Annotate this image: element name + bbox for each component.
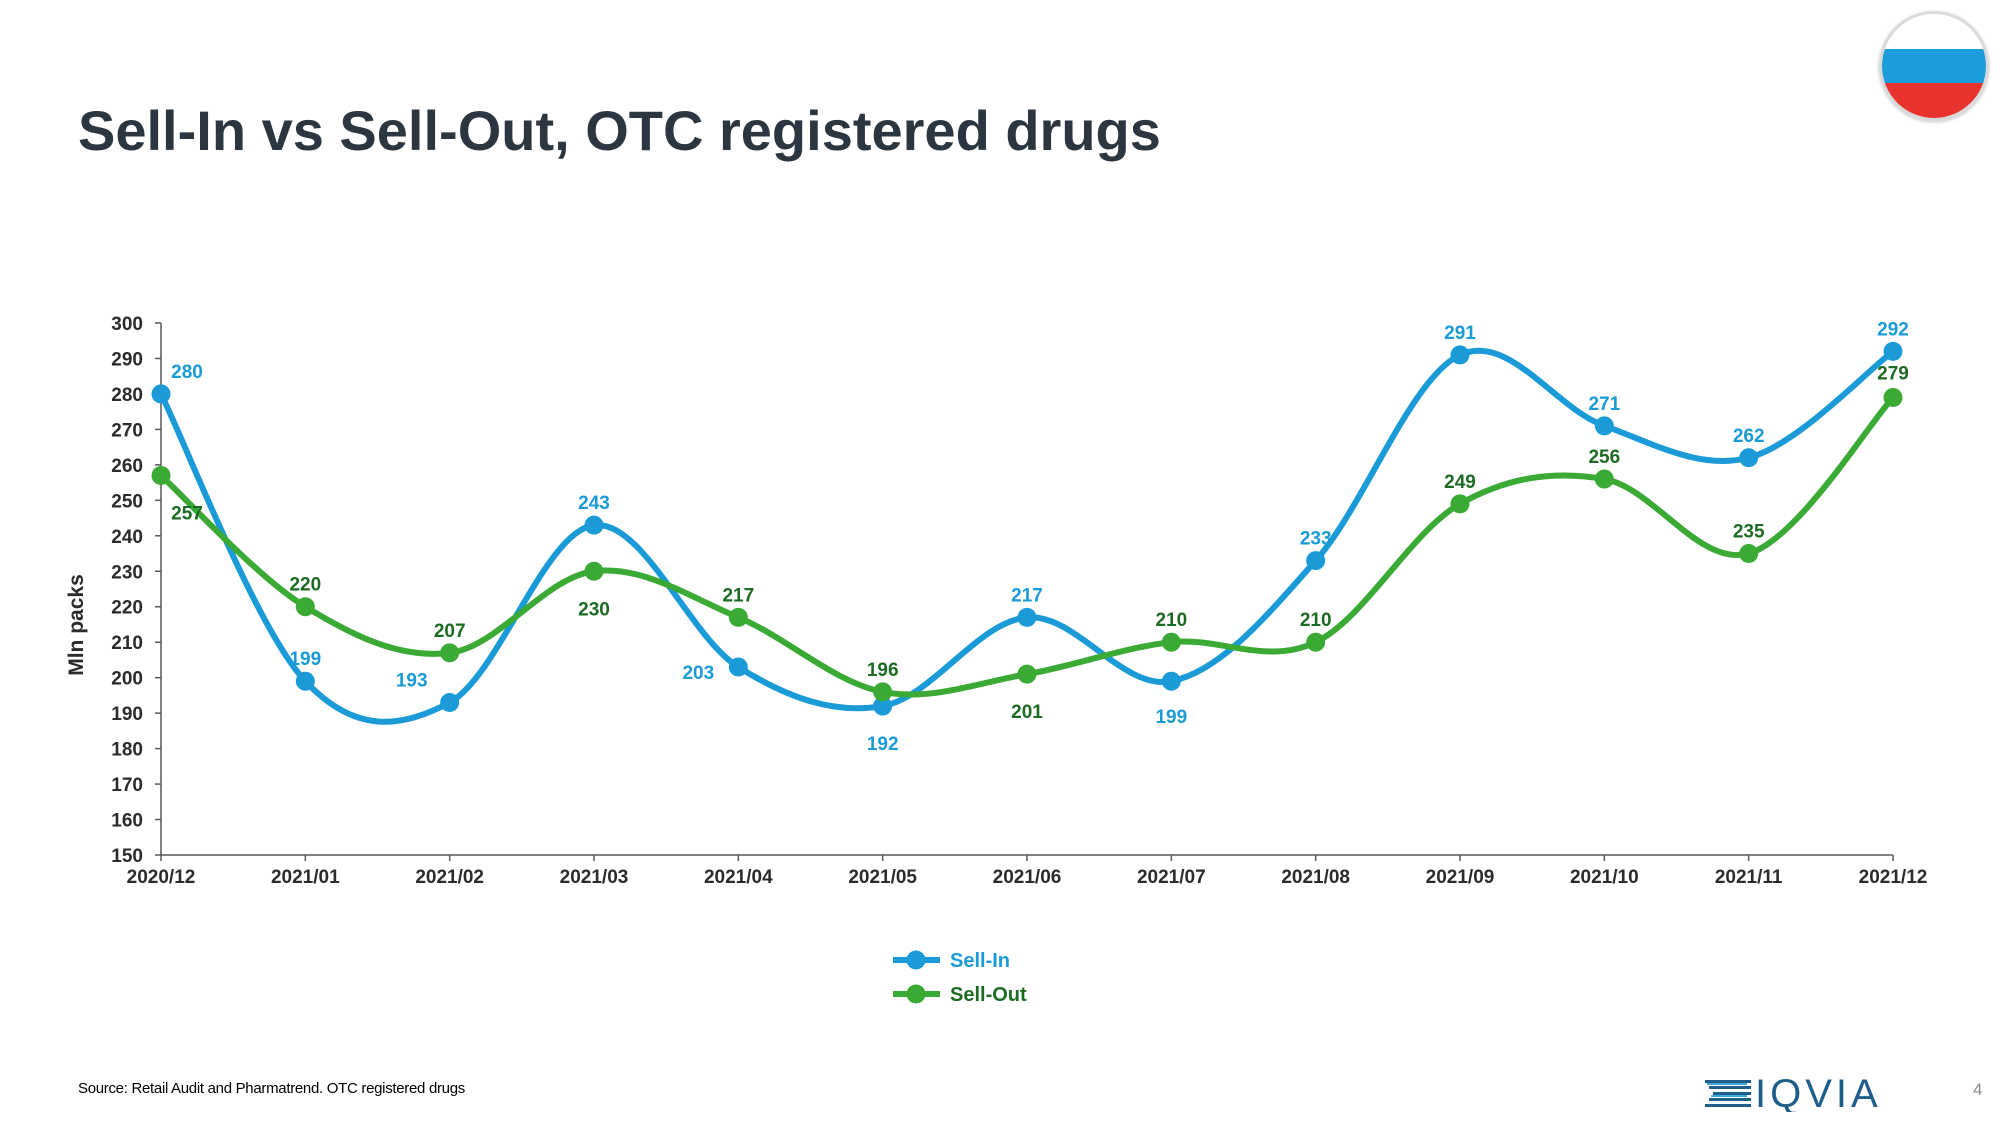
y-tick-label: 240 <box>111 527 143 548</box>
sell-in-data-label: 280 <box>171 362 203 383</box>
y-tick-label: 280 <box>111 385 143 406</box>
x-tick-label: 2021/08 <box>1281 867 1350 888</box>
svg-text:IQVIA: IQVIA <box>1755 1072 1882 1112</box>
sell-out-data-label: 279 <box>1877 363 1909 384</box>
sell-out-point <box>1594 469 1614 489</box>
sell-out-point <box>1161 632 1181 652</box>
sell-out-data-label: 256 <box>1588 447 1620 468</box>
y-tick-label: 300 <box>111 314 143 335</box>
sell-in-point <box>1739 448 1759 468</box>
y-tick-label: 230 <box>111 562 143 583</box>
page-number: 4 <box>1973 1080 1983 1099</box>
chart-data-labels: 280 199 193 243 203 192 217 199 233 291 271 262 292 2… <box>171 319 1909 755</box>
x-tick-label: 2021/12 <box>1859 867 1928 888</box>
legend-sell-out-marker <box>906 984 926 1004</box>
slide-title: Sell-In vs Sell-Out, OTC registered drug… <box>78 99 1161 162</box>
x-tick-label: 2020/12 <box>127 867 196 888</box>
sell-out-point <box>440 643 460 663</box>
sell-out-point <box>295 597 315 617</box>
sell-in-data-label: 193 <box>396 670 428 691</box>
sell-out-point <box>728 607 748 627</box>
x-tick-label: 2021/01 <box>271 867 340 888</box>
x-tick-label: 2021/02 <box>415 867 484 888</box>
y-tick-label: 260 <box>111 456 143 477</box>
x-tick-label: 2021/06 <box>993 867 1062 888</box>
sell-in-data-label: 262 <box>1733 426 1765 447</box>
y-axis-title: Mln packs <box>65 574 88 676</box>
chart-legend: Sell-In Sell-Out <box>893 950 1027 1006</box>
sell-in-data-label: 199 <box>1155 707 1187 728</box>
legend-sell-in-marker <box>906 950 926 970</box>
legend-sell-out-label: Sell-Out <box>950 984 1027 1006</box>
sell-in-point <box>873 696 893 716</box>
sell-in-data-label: 291 <box>1444 323 1476 344</box>
sell-out-point <box>1306 632 1326 652</box>
x-tick-label: 2021/05 <box>848 867 917 888</box>
sell-in-point <box>1594 416 1614 436</box>
chart-series <box>151 341 1903 725</box>
sell-in-point <box>1161 671 1181 691</box>
sell-in-point <box>1883 341 1903 361</box>
x-tick-label: 2021/10 <box>1570 867 1639 888</box>
legend-sell-in-label: Sell-In <box>950 950 1010 972</box>
sell-in-point <box>584 515 604 535</box>
y-tick-label: 150 <box>111 846 143 867</box>
sell-in-point <box>728 657 748 677</box>
sell-in-point <box>1450 345 1470 365</box>
x-tick-label: 2021/11 <box>1715 867 1783 888</box>
y-tick-label: 200 <box>111 669 143 690</box>
sell-out-data-label: 196 <box>867 660 899 681</box>
sell-out-data-label: 249 <box>1444 472 1476 493</box>
y-tick-label: 220 <box>111 598 143 619</box>
sell-out-point <box>1739 544 1759 564</box>
sell-in-data-label: 217 <box>1011 585 1043 606</box>
sell-out-data-label: 210 <box>1155 610 1187 631</box>
sell-in-point <box>440 692 460 712</box>
sell-out-line <box>158 394 1896 698</box>
x-tick-label: 2021/07 <box>1137 867 1206 888</box>
sell-out-point <box>151 466 171 486</box>
sell-out-point <box>584 561 604 581</box>
sell-out-data-label: 210 <box>1300 610 1332 631</box>
sell-out-data-label: 207 <box>434 621 466 642</box>
y-tick-label: 190 <box>111 704 143 725</box>
sell-in-line <box>158 347 1896 725</box>
sell-out-point <box>1883 387 1903 407</box>
sell-in-data-label: 203 <box>682 663 714 684</box>
source-note: Source: Retail Audit and Pharmatrend. OT… <box>78 1080 465 1097</box>
y-tick-label: 180 <box>111 740 143 761</box>
y-tick-label: 160 <box>111 811 143 832</box>
sell-out-point <box>1017 664 1037 684</box>
y-tick-label: 210 <box>111 633 143 654</box>
sell-out-data-label: 235 <box>1733 522 1765 543</box>
sell-out-data-label: 201 <box>1011 702 1043 723</box>
sell-in-point <box>1017 607 1037 627</box>
sell-out-point <box>873 682 893 702</box>
y-tick-label: 290 <box>111 349 143 370</box>
sell-in-data-label: 233 <box>1300 529 1332 550</box>
sell-in-data-label: 192 <box>867 734 899 755</box>
sell-in-data-label: 199 <box>289 649 321 670</box>
x-tick-label: 2021/04 <box>704 867 773 888</box>
sell-out-data-label: 217 <box>722 585 754 606</box>
y-tick-label: 170 <box>111 775 143 796</box>
sell-out-point <box>1450 494 1470 514</box>
sell-in-point <box>1306 551 1326 571</box>
x-tick-label: 2021/03 <box>560 867 629 888</box>
sell-out-data-label: 257 <box>171 504 203 525</box>
sell-out-data-label: 230 <box>578 599 610 620</box>
iqvia-logo: IQVIA <box>1705 1072 1882 1112</box>
chart-axes: 150 160 170 180 190 200 210 220 230 240 250 260 270 2… <box>65 314 1927 888</box>
y-tick-label: 270 <box>111 420 143 441</box>
sell-in-point <box>151 384 171 404</box>
y-tick-label: 250 <box>111 491 143 512</box>
sell-out-data-label: 220 <box>289 575 321 596</box>
sell-in-data-label: 292 <box>1877 319 1909 340</box>
sell-in-data-label: 271 <box>1588 394 1620 415</box>
x-tick-label: 2021/09 <box>1426 867 1495 888</box>
sell-in-point <box>295 671 315 691</box>
sell-in-data-label: 243 <box>578 493 610 514</box>
